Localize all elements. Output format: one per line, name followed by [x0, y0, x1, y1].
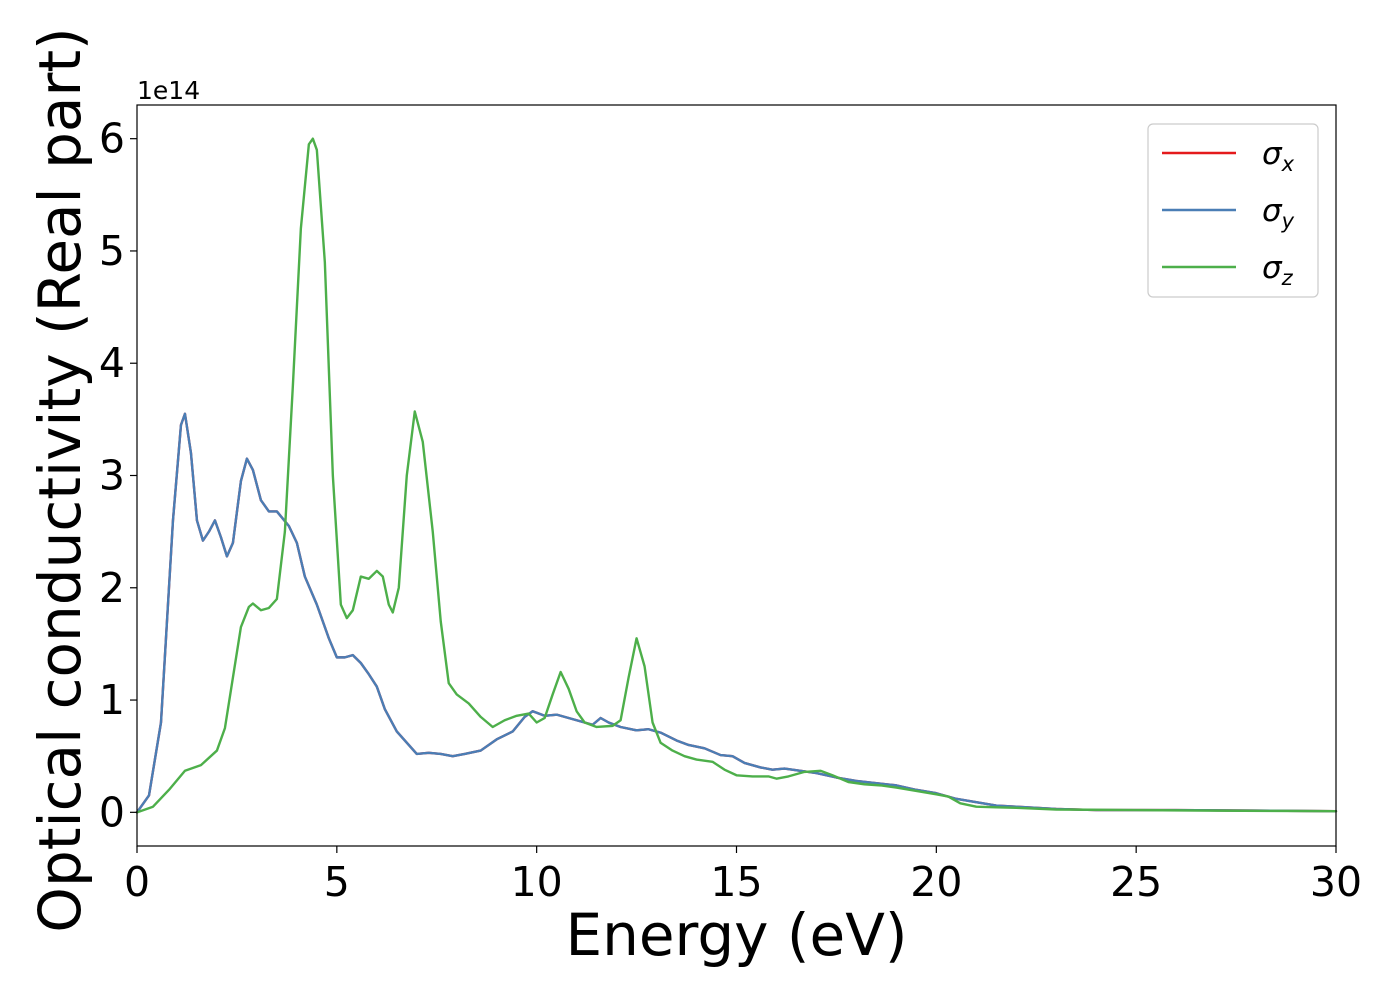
y-axis-offset-label: 1e14	[137, 76, 200, 105]
y-axis-ticks: 0 1 2 3 4 5 6	[99, 115, 137, 836]
legend: σx σy σz	[1147, 123, 1319, 298]
legend-label-x: σx	[1262, 136, 1295, 176]
y-tick-label: 3	[99, 452, 125, 500]
legend-label-z: σz	[1262, 250, 1294, 290]
x-axis-title: Energy (eV)	[565, 901, 907, 969]
x-tick-label: 15	[710, 858, 762, 906]
x-tick-label: 5	[324, 858, 350, 906]
y-tick-label: 1	[99, 676, 125, 724]
series-line-y	[135, 412, 1338, 814]
y-tick-label: 5	[99, 227, 125, 275]
legend-label-y: σy	[1262, 193, 1295, 233]
y-axis-title: Optical conductivity (Real part)	[26, 27, 94, 932]
x-tick-label: 30	[1310, 858, 1362, 906]
series-line-x	[135, 412, 1338, 814]
y-tick-label: 2	[99, 564, 125, 612]
series-layer	[135, 137, 1338, 814]
y-tick-label: 4	[99, 339, 125, 387]
x-tick-label: 10	[511, 858, 563, 906]
x-tick-label: 25	[1110, 858, 1162, 906]
x-tick-label: 20	[910, 858, 962, 906]
y-tick-label: 6	[99, 115, 125, 163]
x-axis-ticks: 0 5 10 15 20 25 30	[124, 846, 1362, 906]
series-line-z	[135, 137, 1338, 814]
x-tick-label: 0	[124, 858, 150, 906]
y-tick-label: 0	[99, 788, 125, 836]
